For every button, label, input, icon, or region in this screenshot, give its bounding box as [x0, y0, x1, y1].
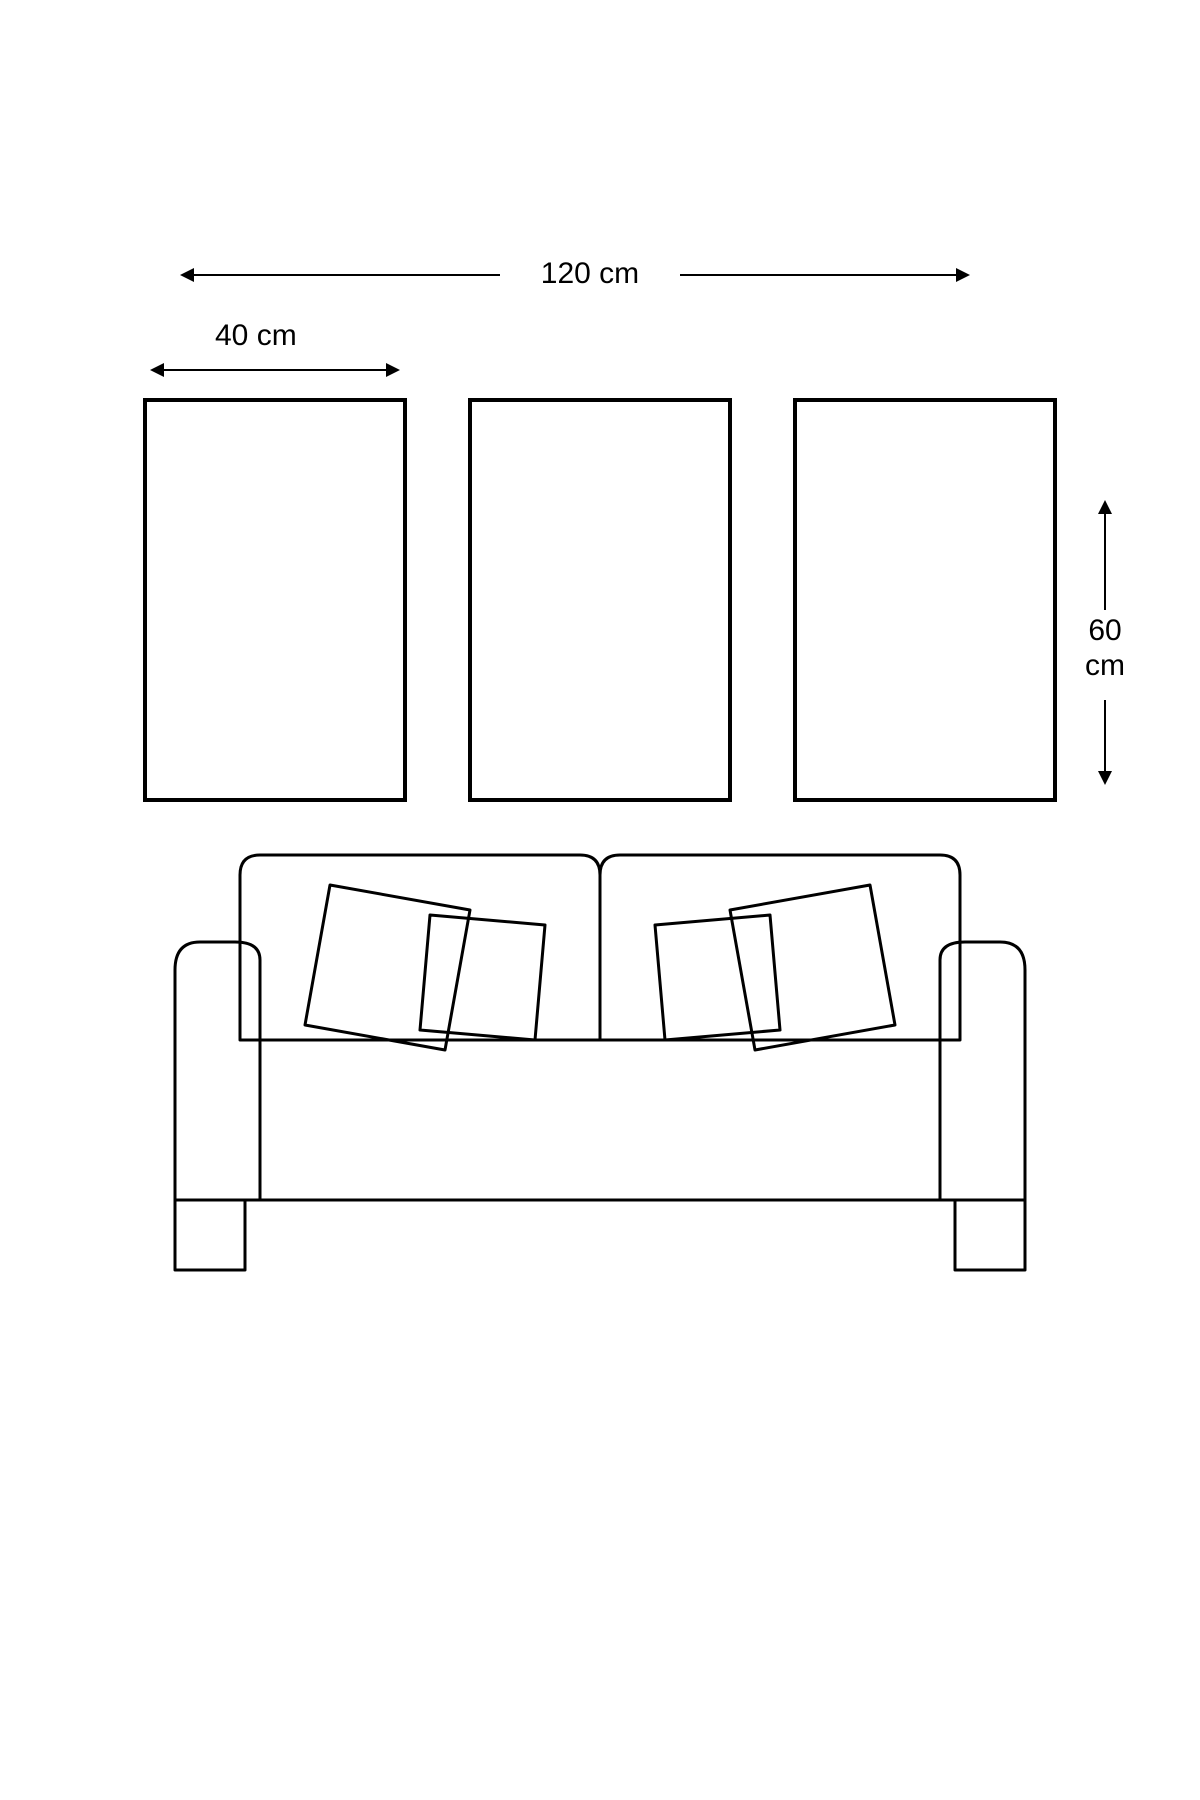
- panel-frame: [470, 400, 730, 800]
- panel-height-label-2: cm: [1085, 649, 1125, 682]
- panel-width-dimension: 40 cm: [150, 319, 400, 377]
- diagram-svg: 120 cm 40 cm 60 cm: [0, 0, 1200, 1800]
- panel-height-dimension: 60 cm: [1085, 500, 1125, 785]
- panel-height-label-1: 60: [1088, 614, 1121, 647]
- total-width-dimension: 120 cm: [180, 257, 970, 290]
- panel-frame: [795, 400, 1055, 800]
- diagram-stage: 120 cm 40 cm 60 cm: [0, 0, 1200, 1800]
- panel-width-label: 40 cm: [215, 319, 297, 352]
- sofa-illustration: [175, 855, 1025, 1270]
- panel-frame: [145, 400, 405, 800]
- total-width-label: 120 cm: [541, 257, 639, 290]
